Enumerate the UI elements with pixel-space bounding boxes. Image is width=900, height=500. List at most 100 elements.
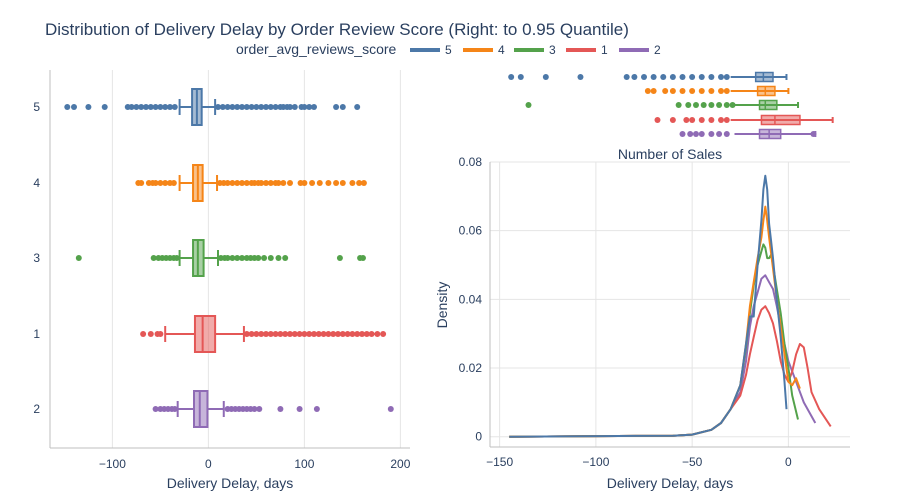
outlier-point bbox=[267, 255, 274, 261]
outlier-point bbox=[311, 331, 317, 337]
marginal-box-1 bbox=[654, 114, 834, 126]
outlier-point bbox=[224, 255, 231, 261]
outlier-point bbox=[354, 331, 361, 337]
outlier-point bbox=[687, 131, 694, 137]
outlier-point bbox=[291, 331, 298, 337]
outlier-point bbox=[718, 117, 725, 123]
outlier-point bbox=[282, 255, 289, 261]
legend-label: 1 bbox=[601, 43, 608, 57]
outlier-point bbox=[258, 180, 265, 186]
outlier-point bbox=[229, 104, 236, 110]
outlier-point bbox=[215, 104, 221, 110]
outlier-point bbox=[229, 180, 236, 186]
y-tick-label: 4 bbox=[33, 176, 40, 190]
outlier-point bbox=[700, 102, 707, 108]
outlier-point bbox=[508, 74, 515, 80]
outlier-point bbox=[675, 102, 682, 108]
outlier-point bbox=[243, 104, 250, 110]
outlier-point bbox=[256, 406, 263, 412]
box bbox=[193, 315, 217, 353]
outlier-point bbox=[272, 104, 279, 110]
outlier-point bbox=[623, 74, 630, 80]
outlier-point bbox=[162, 180, 169, 186]
outlier-point bbox=[261, 255, 268, 261]
outlier-point bbox=[263, 180, 269, 186]
outlier-point bbox=[723, 74, 730, 80]
legend-item-5: 5 bbox=[410, 43, 452, 57]
outlier-point bbox=[325, 180, 332, 186]
outlier-point bbox=[723, 88, 730, 94]
outlier-point bbox=[267, 180, 274, 186]
outlier-point bbox=[263, 104, 269, 110]
outlier-point bbox=[354, 104, 361, 110]
outlier-point bbox=[669, 117, 676, 123]
outlier-point bbox=[631, 74, 638, 80]
outlier-point bbox=[291, 104, 298, 110]
outlier-point bbox=[101, 104, 108, 110]
outlier-point bbox=[325, 331, 332, 337]
outlier-point bbox=[234, 180, 241, 186]
outlier-point bbox=[138, 104, 145, 110]
y-tick-label: 0.06 bbox=[459, 224, 483, 238]
x-tick-label: 100 bbox=[294, 457, 314, 471]
outlier-point bbox=[339, 331, 346, 337]
outlier-point bbox=[698, 88, 705, 94]
outlier-point bbox=[258, 104, 265, 110]
y-tick-label: 3 bbox=[33, 251, 40, 265]
x-tick-label: 0 bbox=[205, 457, 212, 471]
y-tick-label: 0.02 bbox=[459, 361, 483, 375]
outlier-point bbox=[716, 131, 723, 137]
outlier-point bbox=[287, 180, 293, 186]
outlier-point bbox=[316, 180, 323, 186]
outlier-point bbox=[275, 180, 282, 186]
outlier-point bbox=[224, 180, 231, 186]
legend-item-4: 4 bbox=[463, 43, 505, 57]
outlier-point bbox=[689, 117, 696, 123]
outlier-point bbox=[219, 104, 226, 110]
outlier-point bbox=[315, 331, 322, 337]
outlier-point bbox=[243, 180, 250, 186]
outlier-point bbox=[330, 331, 337, 337]
outlier-point bbox=[525, 102, 532, 108]
box-series-4 bbox=[135, 164, 367, 202]
outlier-point bbox=[729, 102, 736, 108]
outlier-point bbox=[359, 331, 365, 337]
outlier-point bbox=[339, 180, 346, 186]
outlier-point bbox=[708, 74, 715, 80]
outlier-point bbox=[239, 104, 245, 110]
outlier-point bbox=[306, 104, 313, 110]
outlier-point bbox=[679, 131, 686, 137]
outlier-point bbox=[689, 88, 696, 94]
outlier-point bbox=[267, 104, 274, 110]
outlier-point bbox=[662, 88, 669, 94]
outlier-point bbox=[683, 117, 690, 123]
outlier-point bbox=[85, 104, 92, 110]
legend-label: 2 bbox=[654, 43, 661, 57]
y-tick-label: 2 bbox=[33, 402, 40, 416]
legend-label: 5 bbox=[445, 43, 452, 57]
outlier-point bbox=[810, 131, 817, 137]
x-axis-title: Delivery Delay, days bbox=[167, 475, 294, 491]
outlier-point bbox=[157, 331, 164, 337]
outlier-point bbox=[280, 180, 287, 186]
outlier-point bbox=[333, 180, 340, 186]
marginal-box-panel bbox=[508, 71, 834, 140]
outlier-point bbox=[140, 331, 147, 337]
outlier-point bbox=[171, 406, 178, 412]
outlier-point bbox=[267, 331, 274, 337]
y-tick-label: 0 bbox=[475, 430, 482, 444]
outlier-point bbox=[320, 331, 327, 337]
outlier-point bbox=[368, 331, 375, 337]
outlier-point bbox=[344, 331, 351, 337]
outlier-point bbox=[258, 331, 265, 337]
outlier-point bbox=[157, 104, 164, 110]
outlier-point bbox=[654, 117, 661, 123]
outlier-point bbox=[644, 88, 651, 94]
box-series-1 bbox=[140, 315, 387, 353]
marginal-box-5 bbox=[508, 71, 788, 83]
outlier-point bbox=[650, 74, 657, 80]
legend: order_avg_reviews_score 5 4 3 1 2 bbox=[236, 41, 661, 57]
outlier-point bbox=[708, 88, 715, 94]
outlier-point bbox=[150, 255, 157, 261]
outlier-point bbox=[167, 104, 173, 110]
